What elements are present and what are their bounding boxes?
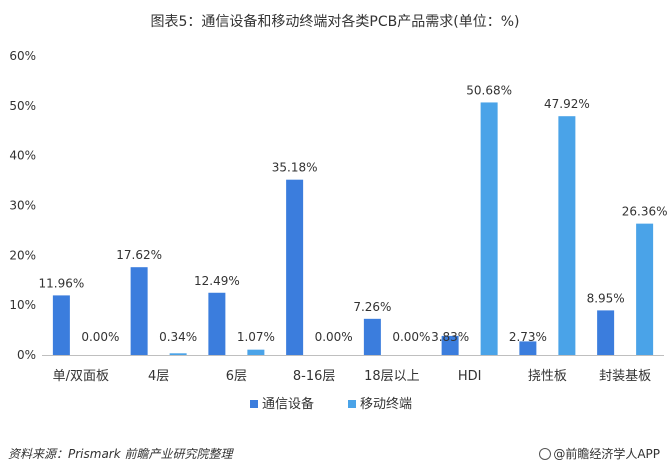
bar-comm-equipment <box>130 267 148 355</box>
bar-value-label: 50.68% <box>466 83 512 97</box>
bar-comm-equipment <box>519 341 537 355</box>
chart-title: 图表5：通信设备和移动终端对各类PCB产品需求(单位：%) <box>151 13 520 30</box>
bar-value-label: 12.49% <box>194 274 240 288</box>
brand-logo-icon <box>539 448 552 460</box>
bar-value-label: 0.00% <box>392 330 430 344</box>
bar-value-label: 0.34% <box>159 330 197 344</box>
legend-label: 移动终端 <box>360 396 412 412</box>
bar-mobile-terminal <box>480 102 498 355</box>
legend-label: 通信设备 <box>262 396 314 412</box>
y-tick-label: 40% <box>9 149 36 163</box>
y-tick-label: 60% <box>9 49 36 63</box>
bar-value-label: 11.96% <box>38 276 84 290</box>
bar-comm-equipment <box>363 318 381 355</box>
bar-value-label: 3.83% <box>431 330 469 344</box>
bar-value-label: 26.36% <box>622 205 668 219</box>
x-tick-label: 挠性板 <box>528 369 567 384</box>
bar-value-labels: 11.96% 0.00% 17.62% 0.34% 12.49% 1.07% 35.18% 0… <box>38 83 667 344</box>
legend-swatch <box>348 400 356 408</box>
bar-comm-equipment <box>286 179 304 355</box>
x-axis-tick-labels: 单/双面板 4层 6层 8-16层 18层以上 HDI 挠性板 封装基板 <box>53 369 651 384</box>
y-tick-label: 30% <box>9 199 36 213</box>
brand-text: @前瞻经济学人APP <box>553 447 660 461</box>
bar-value-label: 1.07% <box>237 330 275 344</box>
bar-comm-equipment <box>208 292 226 355</box>
bar-mobile-terminal <box>636 223 654 355</box>
brand-credit: @前瞻经济学人APP <box>539 445 660 462</box>
bar-value-label: 7.26% <box>353 300 391 314</box>
bar-value-label: 35.18% <box>272 161 318 175</box>
x-tick-label: 单/双面板 <box>53 369 109 384</box>
bar-comm-equipment <box>597 310 615 355</box>
x-tick-label: 18层以上 <box>364 369 420 384</box>
bar-value-label: 8.95% <box>587 291 625 305</box>
y-tick-label: 10% <box>9 298 36 312</box>
bar-mobile-terminal <box>247 349 265 355</box>
bars <box>52 102 654 355</box>
legend: 通信设备 移动终端 <box>250 396 412 412</box>
y-tick-label: 20% <box>9 248 36 262</box>
legend-swatch <box>250 400 258 408</box>
y-tick-label: 50% <box>9 99 36 113</box>
x-tick-label: 封装基板 <box>599 369 651 384</box>
x-tick-label: 4层 <box>148 369 169 384</box>
source-note: 资料来源：Prismark 前瞻产业研究院整理 <box>8 447 233 461</box>
bar-comm-equipment <box>52 295 70 355</box>
y-tick-label: 0% <box>17 348 36 362</box>
y-axis-tick-labels: 0% 10% 20% 30% 40% 50% 60% <box>9 49 36 362</box>
bar-value-label: 47.92% <box>544 97 590 111</box>
bar-mobile-terminal <box>169 353 187 355</box>
bar-value-label: 2.73% <box>509 330 547 344</box>
bar-comm-equipment <box>441 335 459 355</box>
bar-mobile-terminal <box>558 116 576 355</box>
x-tick-label: 6层 <box>226 369 247 384</box>
x-tick-label: HDI <box>458 369 482 384</box>
bar-value-label: 0.00% <box>81 330 119 344</box>
bar-value-label: 0.00% <box>315 330 353 344</box>
x-tick-label: 8-16层 <box>293 369 336 384</box>
bar-value-label: 17.62% <box>116 248 162 262</box>
